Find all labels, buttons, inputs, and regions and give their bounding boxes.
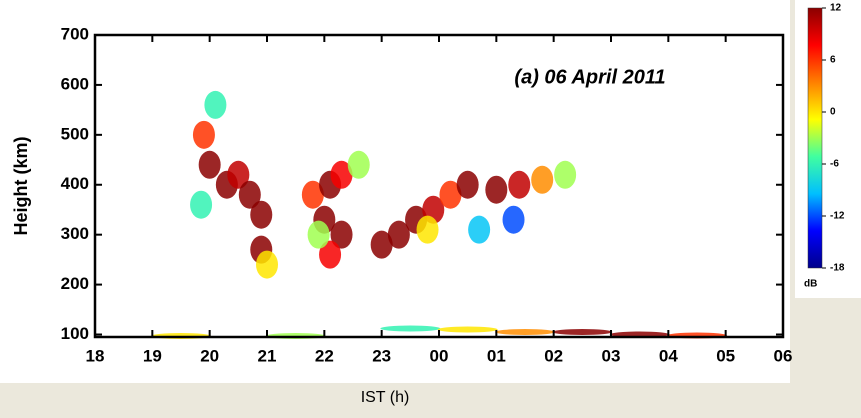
echo bbox=[238, 180, 261, 209]
echo bbox=[192, 120, 215, 149]
x-tick-label: 01 bbox=[487, 346, 506, 365]
echo bbox=[370, 230, 393, 259]
colorbar bbox=[807, 7, 823, 269]
echo bbox=[468, 215, 491, 244]
colorbar-label: dB bbox=[804, 279, 817, 290]
colorbar-background bbox=[795, 0, 861, 298]
y-tick-label: 600 bbox=[61, 74, 89, 93]
x-tick-label: 06 bbox=[774, 346, 793, 365]
echo bbox=[227, 160, 250, 189]
x-tick-label: 22 bbox=[315, 346, 334, 365]
echo bbox=[387, 220, 410, 249]
echo bbox=[437, 326, 498, 333]
y-tick-label: 400 bbox=[61, 174, 89, 193]
echo bbox=[531, 165, 554, 194]
y-tick-label: 500 bbox=[61, 124, 89, 143]
echo bbox=[485, 175, 508, 204]
x-tick-label: 21 bbox=[258, 346, 277, 365]
y-tick-label: 100 bbox=[61, 324, 89, 343]
echo bbox=[330, 220, 353, 249]
echo bbox=[256, 250, 278, 279]
echo bbox=[552, 329, 613, 336]
y-axis-label: Height (km) bbox=[11, 136, 31, 235]
colorbar-tick-label: 6 bbox=[830, 55, 836, 66]
echo bbox=[554, 160, 577, 189]
x-tick-label: 18 bbox=[86, 346, 105, 365]
x-tick-label: 19 bbox=[143, 346, 162, 365]
x-tick-label: 04 bbox=[659, 346, 678, 365]
x-axis-label: IST (h) bbox=[361, 389, 410, 406]
y-tick-label: 200 bbox=[61, 274, 89, 293]
echo bbox=[330, 160, 353, 189]
echo bbox=[250, 200, 273, 229]
echo bbox=[456, 170, 479, 199]
echo bbox=[495, 329, 555, 336]
echo bbox=[307, 220, 330, 249]
echo bbox=[439, 180, 462, 209]
echo bbox=[198, 150, 221, 179]
x-tick-label: 02 bbox=[544, 346, 563, 365]
colorbar-tick-label: 12 bbox=[830, 3, 842, 14]
echo bbox=[347, 150, 370, 179]
x-tick-label: 23 bbox=[372, 346, 391, 365]
x-tick-label: 05 bbox=[716, 346, 735, 365]
echo bbox=[416, 215, 439, 244]
plot-background bbox=[0, 0, 790, 383]
echo bbox=[319, 240, 342, 269]
x-tick-label: 03 bbox=[602, 346, 621, 365]
colorbar-tick-label: -18 bbox=[830, 263, 845, 274]
echo bbox=[301, 180, 324, 209]
echo bbox=[204, 90, 227, 119]
colorbar-tick-label: 0 bbox=[830, 107, 836, 118]
colorbar-tick-label: -12 bbox=[830, 211, 845, 222]
y-tick-label: 700 bbox=[61, 24, 89, 43]
echo bbox=[502, 205, 525, 234]
y-tick-label: 300 bbox=[61, 224, 89, 243]
colorbar-tick-label: -6 bbox=[830, 159, 839, 170]
echo bbox=[508, 170, 531, 199]
x-tick-label: 20 bbox=[200, 346, 219, 365]
annotation: (a) 06 April 2011 bbox=[514, 66, 665, 88]
echo bbox=[190, 190, 213, 219]
x-tick-label: 00 bbox=[430, 346, 449, 365]
echo bbox=[380, 325, 441, 332]
